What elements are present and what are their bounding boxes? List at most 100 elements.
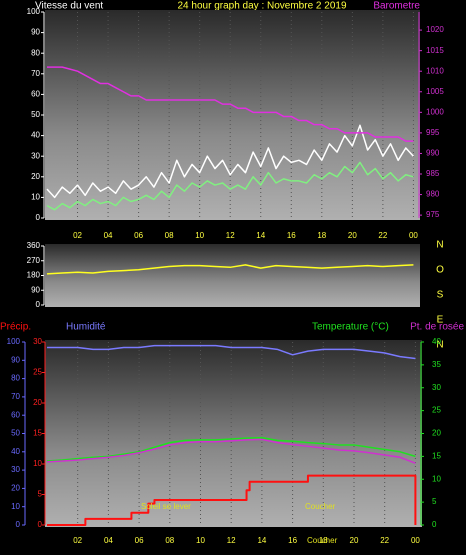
y-tick-label: 1020 — [426, 25, 444, 34]
plot-area — [45, 244, 420, 307]
y-tick-label: 995 — [426, 128, 440, 137]
y-tick-label: 20 — [432, 429, 441, 438]
y-tick-label: 40 — [31, 131, 40, 140]
annotation: Coucher — [307, 536, 338, 545]
direction-label: O — [436, 265, 444, 276]
y-tick-label: 25 — [432, 406, 441, 415]
y-tick-label: 985 — [426, 169, 440, 178]
y-tick-label: 90 — [31, 28, 40, 37]
x-tick-label: 02 — [73, 231, 82, 240]
annotation: Coucher — [305, 502, 336, 511]
legend-label: Humidité — [66, 322, 106, 333]
series-line — [46, 436, 416, 462]
y-tick-label: 30 — [11, 465, 20, 474]
y-tick-label: 20 — [31, 172, 40, 181]
x-tick-label: 20 — [350, 536, 359, 545]
y-tick-label: 20 — [33, 398, 42, 407]
y-tick-label: 80 — [11, 374, 20, 383]
y-tick-label: 70 — [11, 392, 20, 401]
y-tick-label: 100 — [27, 7, 41, 16]
y-tick-label: 40 — [432, 337, 441, 346]
chart-title: 24 hour graph day : Novembre 2 2019 — [178, 1, 347, 12]
y-tick-label: 1005 — [426, 87, 444, 96]
x-tick-label: 06 — [134, 231, 143, 240]
x-tick-label: 22 — [380, 536, 389, 545]
x-tick-label: 12 — [227, 536, 236, 545]
y-tick-label: 0 — [36, 300, 41, 309]
y-tick-label: 90 — [31, 285, 40, 294]
x-tick-label: 14 — [256, 231, 265, 240]
x-tick-label: 04 — [104, 231, 113, 240]
y-tick-label: 0 — [38, 520, 43, 529]
y-tick-label: 270 — [27, 256, 41, 265]
y-tick-label: 100 — [7, 337, 21, 346]
y-tick-label: 60 — [11, 410, 20, 419]
x-tick-label: 10 — [196, 536, 205, 545]
y-tick-label: 50 — [31, 110, 40, 119]
x-tick-label: 00 — [411, 536, 420, 545]
plot-area — [45, 340, 422, 527]
x-tick-label: 04 — [104, 536, 113, 545]
series-line — [47, 344, 416, 360]
y-tick-label: 5 — [432, 497, 437, 506]
y-tick-label: 90 — [11, 355, 20, 364]
y-tick-label: 1010 — [426, 66, 444, 75]
x-tick-label: 18 — [319, 536, 328, 545]
series-line — [46, 161, 414, 211]
y-tick-label: 30 — [33, 337, 42, 346]
y-tick-label: 1000 — [426, 107, 444, 116]
legend-label: Précip. — [0, 322, 31, 333]
x-tick-label: 06 — [135, 536, 144, 545]
direction-label: E — [437, 315, 444, 326]
y-tick-label: 60 — [31, 90, 40, 99]
y-tick-label: 10 — [33, 459, 42, 468]
y-tick-label: 10 — [31, 193, 40, 202]
y-tick-label: 50 — [11, 429, 20, 438]
x-tick-label: 18 — [317, 231, 326, 240]
y-tick-label: 30 — [31, 151, 40, 160]
x-tick-label: 12 — [226, 231, 235, 240]
y-tick-label: 990 — [426, 149, 440, 158]
legend-label: Temperature (°C) — [312, 322, 389, 333]
y-tick-label: 10 — [11, 502, 20, 511]
y-tick-label: 25 — [33, 368, 42, 377]
y-tick-label: 20 — [11, 484, 20, 493]
y-tick-label: 980 — [426, 190, 440, 199]
x-tick-label: 22 — [378, 231, 387, 240]
y-tick-label: 15 — [33, 429, 42, 438]
y-tick-label: 1015 — [426, 46, 444, 55]
x-tick-label: 00 — [409, 231, 418, 240]
direction-label: S — [437, 290, 444, 301]
x-tick-label: 14 — [257, 536, 266, 545]
y-tick-label: 35 — [432, 360, 441, 369]
legend-label: Vitesse du vent — [35, 1, 103, 12]
y-tick-label: 0 — [16, 520, 21, 529]
x-tick-label: 16 — [288, 536, 297, 545]
series-line — [46, 124, 414, 199]
y-tick-label: 0 — [432, 520, 437, 529]
y-tick-label: 30 — [432, 383, 441, 392]
y-tick-label: 5 — [38, 490, 43, 499]
y-tick-label: 360 — [27, 241, 41, 250]
x-tick-label: 10 — [195, 231, 204, 240]
y-tick-label: 80 — [31, 48, 40, 57]
direction-label: N — [436, 340, 443, 351]
annotation: Soleil se lever — [141, 502, 191, 511]
x-tick-label: 20 — [348, 231, 357, 240]
y-tick-label: 180 — [27, 271, 41, 280]
y-tick-label: 15 — [432, 451, 441, 460]
x-tick-label: 16 — [287, 231, 296, 240]
direction-label: N — [436, 240, 443, 251]
y-tick-label: 10 — [432, 474, 441, 483]
series-line — [47, 66, 414, 142]
plot-area — [45, 10, 420, 220]
series-line — [46, 438, 416, 464]
y-tick-label: 0 — [36, 213, 41, 222]
legend-label: Pt. de rosée — [410, 322, 464, 333]
y-tick-label: 70 — [31, 69, 40, 78]
y-tick-label: 975 — [426, 210, 440, 219]
legend-label: Barometre — [373, 1, 420, 12]
x-tick-label: 02 — [73, 536, 82, 545]
